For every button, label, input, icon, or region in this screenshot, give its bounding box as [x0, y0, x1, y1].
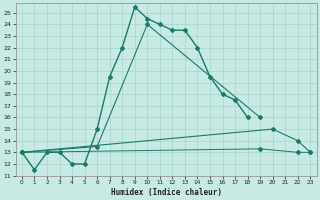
X-axis label: Humidex (Indice chaleur): Humidex (Indice chaleur): [111, 188, 221, 197]
